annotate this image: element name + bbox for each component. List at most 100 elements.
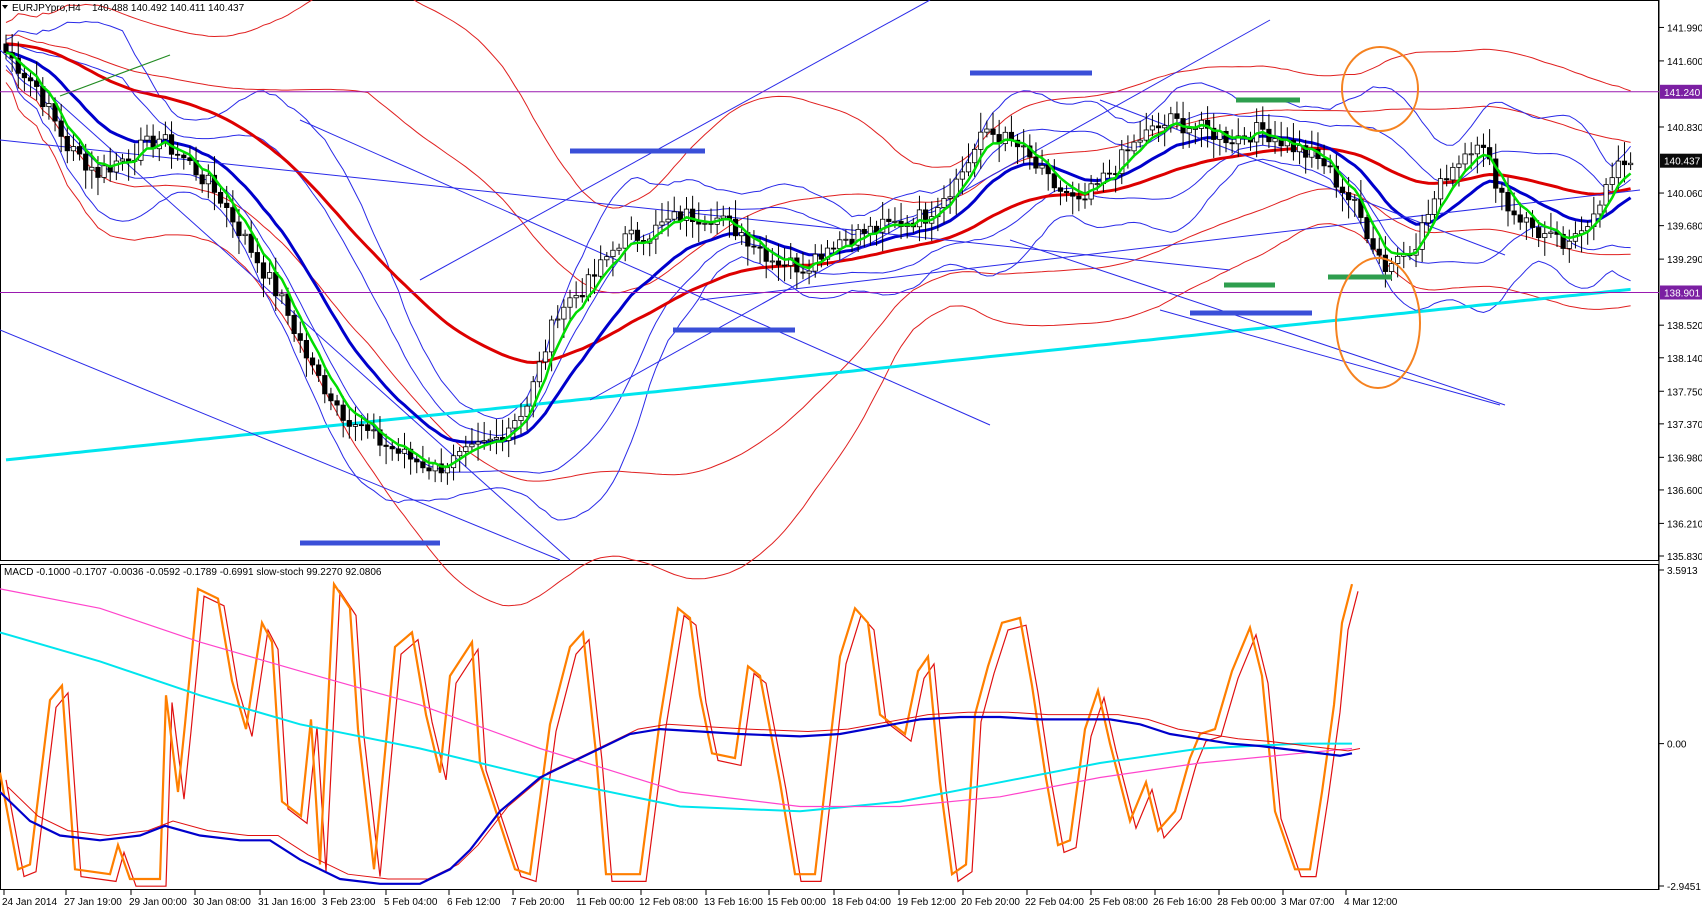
- candle-body: [1149, 125, 1156, 131]
- candle-body: [426, 467, 432, 472]
- dropdown-triangle-icon[interactable]: [2, 5, 8, 9]
- candle-body: [211, 174, 218, 193]
- trend-line: [699, 189, 1641, 301]
- candle-body: [46, 103, 52, 108]
- candle-body: [89, 166, 95, 171]
- candle-body: [457, 451, 463, 457]
- candle-body: [205, 174, 211, 185]
- candle-body: [1480, 144, 1487, 148]
- trend-line: [1009, 239, 1506, 406]
- candle-body: [1333, 165, 1339, 188]
- candle-body: [518, 415, 524, 421]
- candle-body: [1597, 204, 1603, 215]
- candle-body: [187, 157, 193, 162]
- candle-body: [1321, 158, 1327, 167]
- overlay-layer: [0, 0, 1659, 607]
- time-tick-label: 5 Feb 04:00: [384, 897, 438, 908]
- time-tick-label: 25 Feb 08:00: [1089, 897, 1148, 908]
- ma-blue: [5, 51, 1632, 444]
- candle-body: [1499, 187, 1505, 193]
- candle-body: [1002, 131, 1008, 144]
- macd-signal-line: [7, 711, 1361, 880]
- level-price-tag-bg: [1660, 84, 1702, 99]
- candle-body: [1063, 190, 1070, 194]
- candle-body: [524, 405, 530, 417]
- candle-body: [1388, 263, 1395, 272]
- current-price-tag-text: 140.437: [1664, 157, 1701, 168]
- trend-line: [0, 329, 561, 561]
- candle-body: [818, 253, 824, 260]
- candle-body: [334, 400, 340, 406]
- candle-body: [542, 351, 549, 363]
- candle-body: [1487, 147, 1493, 160]
- candle-body: [947, 196, 953, 199]
- indicator-tick-label: 3.5913: [1667, 566, 1698, 577]
- candle-body: [70, 146, 77, 152]
- candle-body: [463, 446, 469, 452]
- trend-line: [419, 0, 931, 281]
- candle-body: [1039, 164, 1045, 169]
- candle-body: [702, 222, 708, 225]
- candle-body: [573, 295, 579, 299]
- candle-body: [671, 211, 677, 220]
- candle-body: [1162, 125, 1168, 129]
- candle-body: [1566, 240, 1572, 249]
- candle-body: [824, 247, 831, 260]
- candle-body: [248, 233, 254, 253]
- candle-body: [1174, 113, 1180, 119]
- candle-body: [683, 208, 690, 221]
- candle-body: [984, 128, 990, 133]
- time-tick-label: 24 Jan 2014: [2, 897, 57, 908]
- candle-body: [622, 233, 628, 249]
- candle-body: [469, 443, 475, 448]
- price-tick-label: 139.680: [1667, 222, 1702, 233]
- trend-line: [589, 19, 1271, 401]
- candle-body: [83, 153, 89, 171]
- trend-line-green: [59, 54, 171, 97]
- blue-band-upper: [5, 20, 1631, 420]
- time-tick-label: 27 Jan 19:00: [64, 897, 122, 908]
- candle-body: [1033, 156, 1039, 169]
- price-tick-label: 141.600: [1667, 57, 1702, 68]
- candle-body: [138, 139, 144, 161]
- candle-body: [1272, 138, 1278, 143]
- trend-line: [299, 119, 991, 426]
- price-tick-label: 141.990: [1667, 23, 1702, 34]
- candle-body: [1560, 233, 1566, 249]
- price-tick-label: 137.370: [1667, 420, 1702, 431]
- candle-body: [1505, 191, 1511, 212]
- candle-body: [1211, 127, 1217, 140]
- candle-body: [990, 128, 996, 135]
- candle-body: [291, 315, 297, 334]
- candle-body: [273, 272, 279, 297]
- candle-body: [1376, 248, 1382, 256]
- candle-body: [653, 224, 659, 240]
- candle-body: [224, 202, 230, 208]
- candle-body: [1137, 139, 1143, 143]
- candle-body: [1143, 129, 1149, 141]
- candle-body: [267, 272, 273, 279]
- candle-body: [880, 218, 886, 233]
- time-tick-label: 18 Feb 04:00: [832, 897, 891, 908]
- macd-pink-line: [0, 588, 1353, 808]
- ohlc-readout: 140.488 140.492 140.411 140.437: [92, 3, 245, 14]
- candle-body: [757, 246, 763, 249]
- candle-body: [1456, 163, 1462, 168]
- price-tick-label: 135.830: [1667, 552, 1702, 563]
- candle-body: [916, 209, 923, 228]
- candle-body: [659, 221, 665, 226]
- candle-body: [119, 158, 126, 162]
- candle-body: [591, 274, 598, 277]
- candle-body: [867, 225, 874, 234]
- candle-body: [1352, 198, 1358, 201]
- candle-body: [1444, 178, 1450, 181]
- candle-body: [941, 198, 947, 208]
- candle-body: [1603, 184, 1609, 206]
- time-tick-label: 12 Feb 08:00: [639, 897, 698, 908]
- candle-body: [487, 438, 493, 442]
- candle-body: [965, 162, 972, 173]
- candle-body: [1419, 222, 1425, 250]
- macd-blue-line: [0, 715, 1353, 885]
- candle-body: [358, 424, 365, 427]
